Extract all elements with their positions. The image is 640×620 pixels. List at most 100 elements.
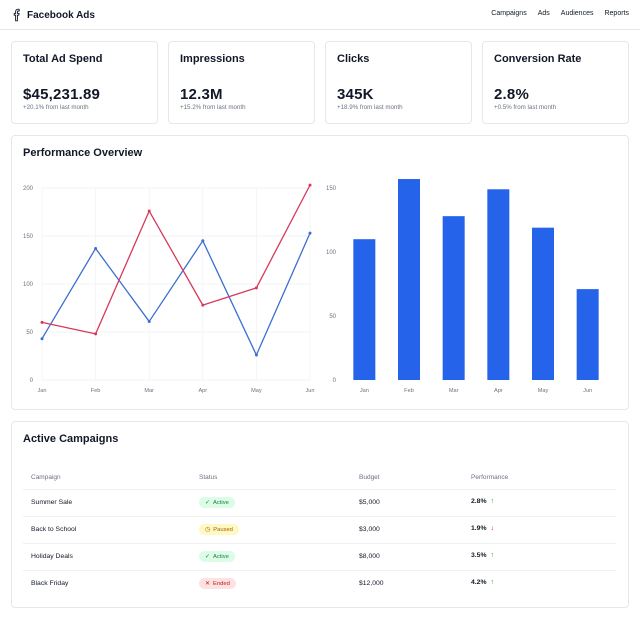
section-title: Performance Overview [23,147,143,159]
nav-ads[interactable]: Ads [537,10,550,17]
top-navigation-bar: Facebook Ads Campaigns Ads Audiences Rep… [0,0,640,30]
campaign-name: Holiday Deals [31,553,73,560]
bar [398,179,420,380]
column-header-campaign[interactable]: Campaign [31,474,61,481]
data-point [308,231,312,235]
y-tick-label: 50 [26,330,33,336]
data-point [94,332,98,336]
active-campaigns-card: Active Campaigns [11,421,629,608]
y-tick-label: 150 [23,234,34,240]
series-line [41,184,311,335]
stat-card-ad-spend: Total Ad Spend $45,231.89 +20.1% from la… [11,41,158,124]
trend-down-icon: ↓ [490,525,495,532]
trend-up-icon: ↑ [490,552,495,559]
stat-card-conversion-rate: Conversion Rate 2.8% +0.5% from last mon… [482,41,629,124]
performance-value: 2.8% ↑ [471,498,494,505]
divider [23,543,616,544]
stat-value: $45,231.89 [23,86,101,103]
stat-card-clicks: Clicks 345K +18.9% from last month [325,41,472,124]
y-tick-label: 0 [333,378,337,384]
status-label: Active [213,499,229,506]
x-tick-label: May [251,388,262,394]
budget-value: $5,000 [359,499,380,506]
x-tick-label: Feb [404,388,414,394]
data-point [147,319,151,323]
check-icon: ✓ [205,553,211,560]
bar [442,216,465,380]
y-tick-label: 0 [30,378,34,384]
bar [353,239,376,380]
line-chart: 0 50 100 150 200 Jan Feb Mar Apr May Jun [23,183,315,394]
stat-delta: +20.1% from last month [23,104,89,111]
data-point [201,303,205,307]
column-header-performance[interactable]: Performance [471,474,509,481]
nav-campaigns[interactable]: Campaigns [491,10,527,17]
status-badge: ✓ Active [199,551,235,562]
x-tick-label: Jun [305,388,314,394]
y-tick-label: 50 [329,314,336,320]
status-label: Active [213,553,229,560]
app-title: Facebook Ads [27,9,95,21]
nav-reports[interactable]: Reports [604,10,629,17]
performance-percent: 2.8% [471,498,487,505]
stat-value: 345K [337,86,374,103]
section-title: Active Campaigns [23,433,119,445]
status-badge: ✕ Ended [199,578,236,589]
data-point [201,239,205,243]
trend-up-icon: ↑ [490,579,495,586]
pause-clock-icon: ◷ [205,526,211,533]
column-header-status[interactable]: Status [199,474,218,481]
stat-delta: +18.9% from last month [337,104,403,111]
stat-title: Impressions [180,53,245,65]
bar [576,289,599,380]
stat-value: 2.8% [494,86,529,103]
main-nav: Campaigns Ads Audiences Reports [491,10,629,17]
stat-delta: +0.5% from last month [494,104,557,111]
budget-value: $12,000 [359,580,384,587]
y-tick-label: 150 [326,186,337,192]
x-icon: ✕ [205,580,211,587]
status-label: Ended [213,580,230,587]
y-tick-label: 100 [326,250,337,256]
data-point [254,286,258,290]
status-label: Paused [213,526,233,533]
data-point [40,337,44,341]
campaign-name: Back to School [31,526,77,533]
x-tick-label: May [538,388,549,394]
x-tick-label: Jan [360,388,369,394]
data-point [308,183,312,187]
x-tick-label: Jun [583,388,592,394]
campaign-name: Summer Sale [31,499,73,506]
column-header-budget[interactable]: Budget [359,474,380,481]
check-icon: ✓ [205,499,211,506]
performance-value: 3.5% ↑ [471,552,494,559]
x-tick-label: Apr [494,388,503,394]
divider [23,489,616,490]
bar-chart: 0 50 100 150 Jan Feb Mar Apr May Jun [326,179,599,394]
y-tick-label: 200 [23,186,34,192]
stat-delta: +15.2% from last month [180,104,246,111]
stat-title: Conversion Rate [494,53,582,65]
stat-title: Total Ad Spend [23,53,103,65]
divider [23,570,616,571]
nav-audiences[interactable]: Audiences [560,10,594,17]
x-tick-label: Mar [144,388,154,394]
brand[interactable]: Facebook Ads [12,8,95,22]
y-tick-label: 100 [23,282,34,288]
budget-value: $8,000 [359,553,380,560]
x-tick-label: Jan [37,388,46,394]
data-point [147,209,151,213]
x-tick-label: Feb [91,388,101,394]
series-line [41,232,311,356]
stat-value: 12.3M [180,86,223,103]
stat-title: Clicks [337,53,370,65]
x-tick-label: Mar [449,388,459,394]
facebook-logo-icon [13,8,20,22]
bar [487,189,510,380]
trend-up-icon: ↑ [490,498,495,505]
performance-percent: 4.2% [471,579,487,586]
data-point [254,353,258,357]
stat-card-impressions: Impressions 12.3M +15.2% from last month [168,41,315,124]
data-point [40,320,44,324]
performance-value: 1.9% ↓ [471,525,494,532]
